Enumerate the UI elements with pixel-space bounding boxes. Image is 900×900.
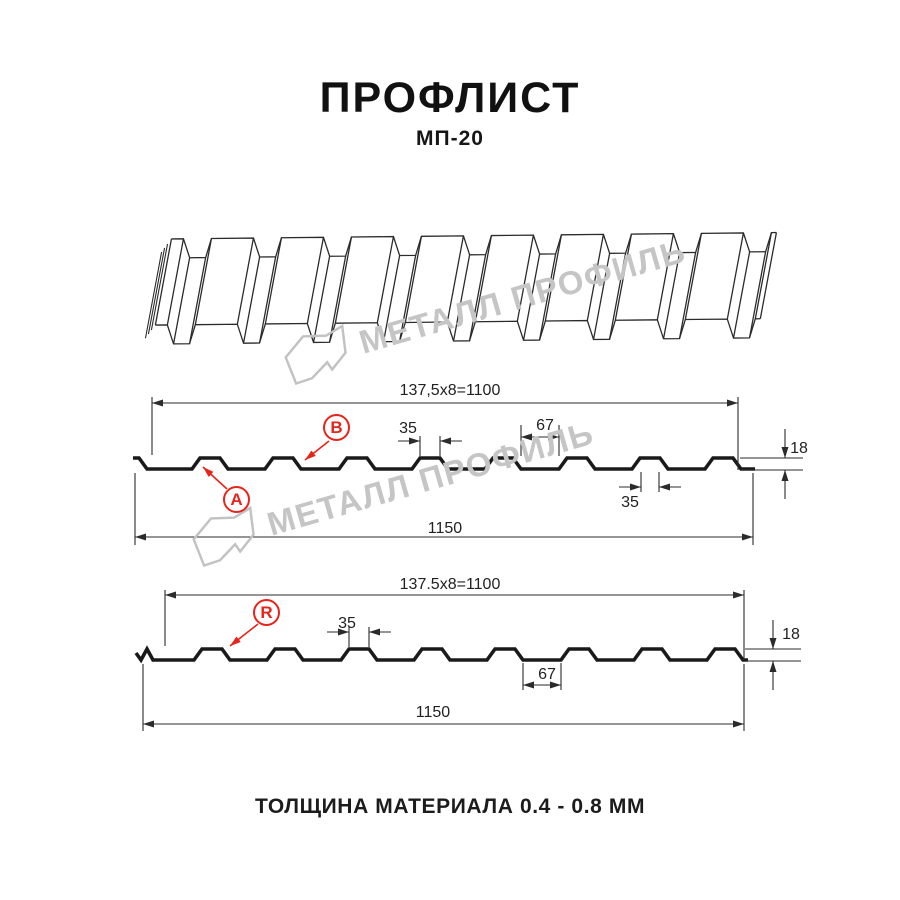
page-title: ПРОФЛИСТ: [319, 74, 581, 122]
profile-model-name: МП-20: [416, 127, 484, 150]
dim-label-18-bottom: 18: [782, 626, 800, 643]
profile-section-bottom: [134, 590, 801, 731]
dim-label-67-bottom: 67: [538, 666, 556, 683]
dim-label-35-bottom-of-top-section: 35: [621, 494, 639, 511]
callout-b-badge: B: [323, 414, 350, 441]
sheet-front-edge: [155, 318, 761, 345]
sheet-back-edge: [171, 231, 777, 259]
profile-top-dimensions: [134, 397, 803, 545]
callout-b-letter: B: [330, 417, 343, 437]
callout-a-letter: A: [230, 489, 243, 509]
callout-r-arrow: [229, 623, 259, 647]
dim-label-35-top: 35: [399, 420, 417, 437]
callout-r-badge: R: [253, 599, 280, 626]
dim-label-67-top: 67: [536, 417, 554, 434]
dim-label-pitch-top: 137,5x8=1100: [399, 382, 501, 399]
perspective-sheet-drawing: [144, 231, 778, 345]
profile-section-top: [133, 397, 803, 545]
dim-label-35-bottom: 35: [338, 615, 356, 632]
callout-a-badge: A: [223, 486, 250, 513]
callout-r-letter: R: [260, 602, 273, 622]
sheet-cut-edge-hatch: [144, 243, 169, 339]
callout-a-arrow: [202, 466, 228, 490]
dim-label-18-top: 18: [790, 440, 808, 457]
profile-top-outline: [133, 456, 755, 471]
profile-bottom-outline: [134, 645, 748, 664]
callout-b-arrow: [304, 440, 330, 461]
profile-top-callout-arrows: [202, 440, 330, 490]
profile-bottom-dimensions: [142, 590, 801, 731]
dim-label-1150-bottom: 1150: [415, 704, 451, 721]
profile-bottom-callout-arrows: [229, 623, 259, 647]
dim-label-1150-top: 1150: [427, 520, 463, 537]
sheet-rib-lines: [154, 232, 778, 345]
material-thickness-note: ТОЛЩИНА МАТЕРИАЛА 0.4 - 0.8 ММ: [254, 795, 646, 818]
dim-label-pitch-bottom: 137.5x8=1100: [399, 576, 501, 593]
